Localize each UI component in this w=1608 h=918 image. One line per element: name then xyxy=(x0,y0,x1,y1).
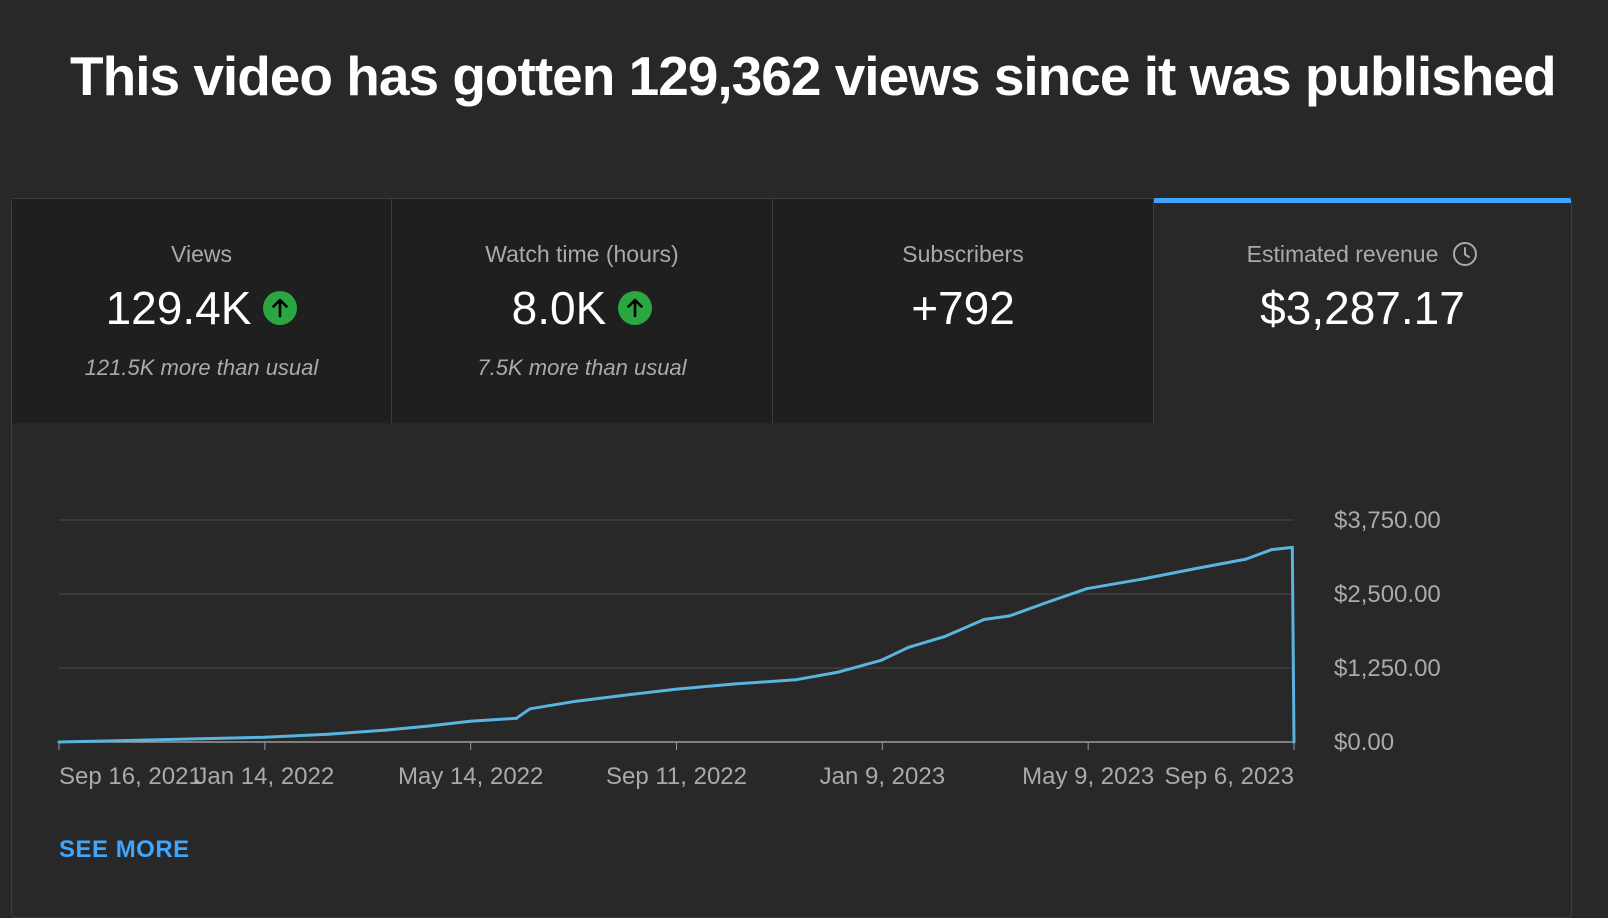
tab-title: Watch time (hours) xyxy=(485,241,679,267)
x-tick-label: Sep 6, 2023 xyxy=(1165,763,1294,790)
data-point xyxy=(879,658,883,662)
data-point xyxy=(732,682,736,686)
analytics-card: Views 129.4K 121.5K more than usual Watc… xyxy=(11,198,1572,918)
metric-tabs: Views 129.4K 121.5K more than usual Watc… xyxy=(12,198,1571,423)
data-point xyxy=(674,687,678,691)
data-point xyxy=(574,699,578,703)
data-point xyxy=(1191,567,1195,571)
data-point xyxy=(627,693,631,697)
data-point xyxy=(468,719,472,723)
data-point xyxy=(1008,614,1012,618)
tab-subtitle: 121.5K more than usual xyxy=(84,355,319,380)
data-point xyxy=(326,732,330,736)
x-tick-label: Jan 9, 2023 xyxy=(820,763,945,790)
page-title: This video has gotten 129,362 views sinc… xyxy=(70,45,1557,107)
tab-estimated-revenue[interactable]: Estimated revenue $3,287.17 xyxy=(1154,198,1571,423)
data-point xyxy=(427,724,431,728)
tab-value: 129.4K xyxy=(105,282,252,334)
chart-gridlines xyxy=(59,519,1294,743)
data-point xyxy=(836,670,840,674)
tab-title: Subscribers xyxy=(902,241,1024,267)
data-point xyxy=(1044,601,1048,605)
data-point xyxy=(1292,740,1296,744)
data-point xyxy=(187,737,191,741)
chart-series xyxy=(57,545,1296,744)
tab-value: 8.0K xyxy=(511,282,607,334)
tab-watch-time[interactable]: Watch time (hours) 8.0K 7.5K more than u… xyxy=(392,199,773,423)
see-more-link[interactable]: SEE MORE xyxy=(59,836,190,863)
tab-subscribers[interactable]: Subscribers +792 xyxy=(773,199,1154,423)
y-tick-label: $3,750.00 xyxy=(1334,507,1441,534)
tab-value-row: 8.0K xyxy=(392,281,772,335)
tab-title: Views xyxy=(171,241,232,267)
tab-title: Estimated revenue xyxy=(1246,241,1439,267)
data-point xyxy=(907,645,911,649)
tab-title-row: Estimated revenue xyxy=(1154,241,1571,269)
y-axis-ticks: $3,750.00 $2,500.00 $1,250.00 $0.00 xyxy=(1334,507,1441,756)
tab-views[interactable]: Views 129.4K 121.5K more than usual xyxy=(12,199,392,423)
data-point xyxy=(1270,548,1274,552)
x-tick-label: Sep 11, 2022 xyxy=(606,763,747,790)
data-point xyxy=(115,739,119,743)
x-tick-label: Sep 16, 2021 xyxy=(59,763,202,790)
data-point xyxy=(1244,557,1248,561)
data-point xyxy=(1085,587,1089,591)
arrow-up-icon xyxy=(263,290,298,325)
clock-icon xyxy=(1452,241,1478,267)
series-line xyxy=(58,545,1296,744)
data-point xyxy=(57,740,61,744)
data-point xyxy=(514,716,518,720)
data-point xyxy=(382,728,386,732)
data-point xyxy=(263,735,267,739)
x-tick-label: Jan 14, 2022 xyxy=(195,763,334,790)
y-tick-label: $2,500.00 xyxy=(1334,581,1441,608)
x-tick-label: May 14, 2022 xyxy=(398,763,543,790)
data-point xyxy=(943,635,947,639)
tab-value-row: 129.4K xyxy=(12,281,391,335)
data-point xyxy=(794,678,798,682)
tab-subtitle: 7.5K more than usual xyxy=(477,355,687,380)
arrow-up-icon xyxy=(618,290,653,325)
data-point xyxy=(1140,577,1144,581)
data-point xyxy=(1290,545,1294,549)
y-tick-label: $0.00 xyxy=(1334,729,1394,756)
y-tick-label: $1,250.00 xyxy=(1334,655,1441,682)
tab-value: $3,287.17 xyxy=(1260,282,1465,334)
data-point xyxy=(528,707,532,711)
x-tick-label: May 9, 2023 xyxy=(1022,763,1154,790)
data-point xyxy=(982,617,986,621)
tab-value: +792 xyxy=(911,282,1015,334)
